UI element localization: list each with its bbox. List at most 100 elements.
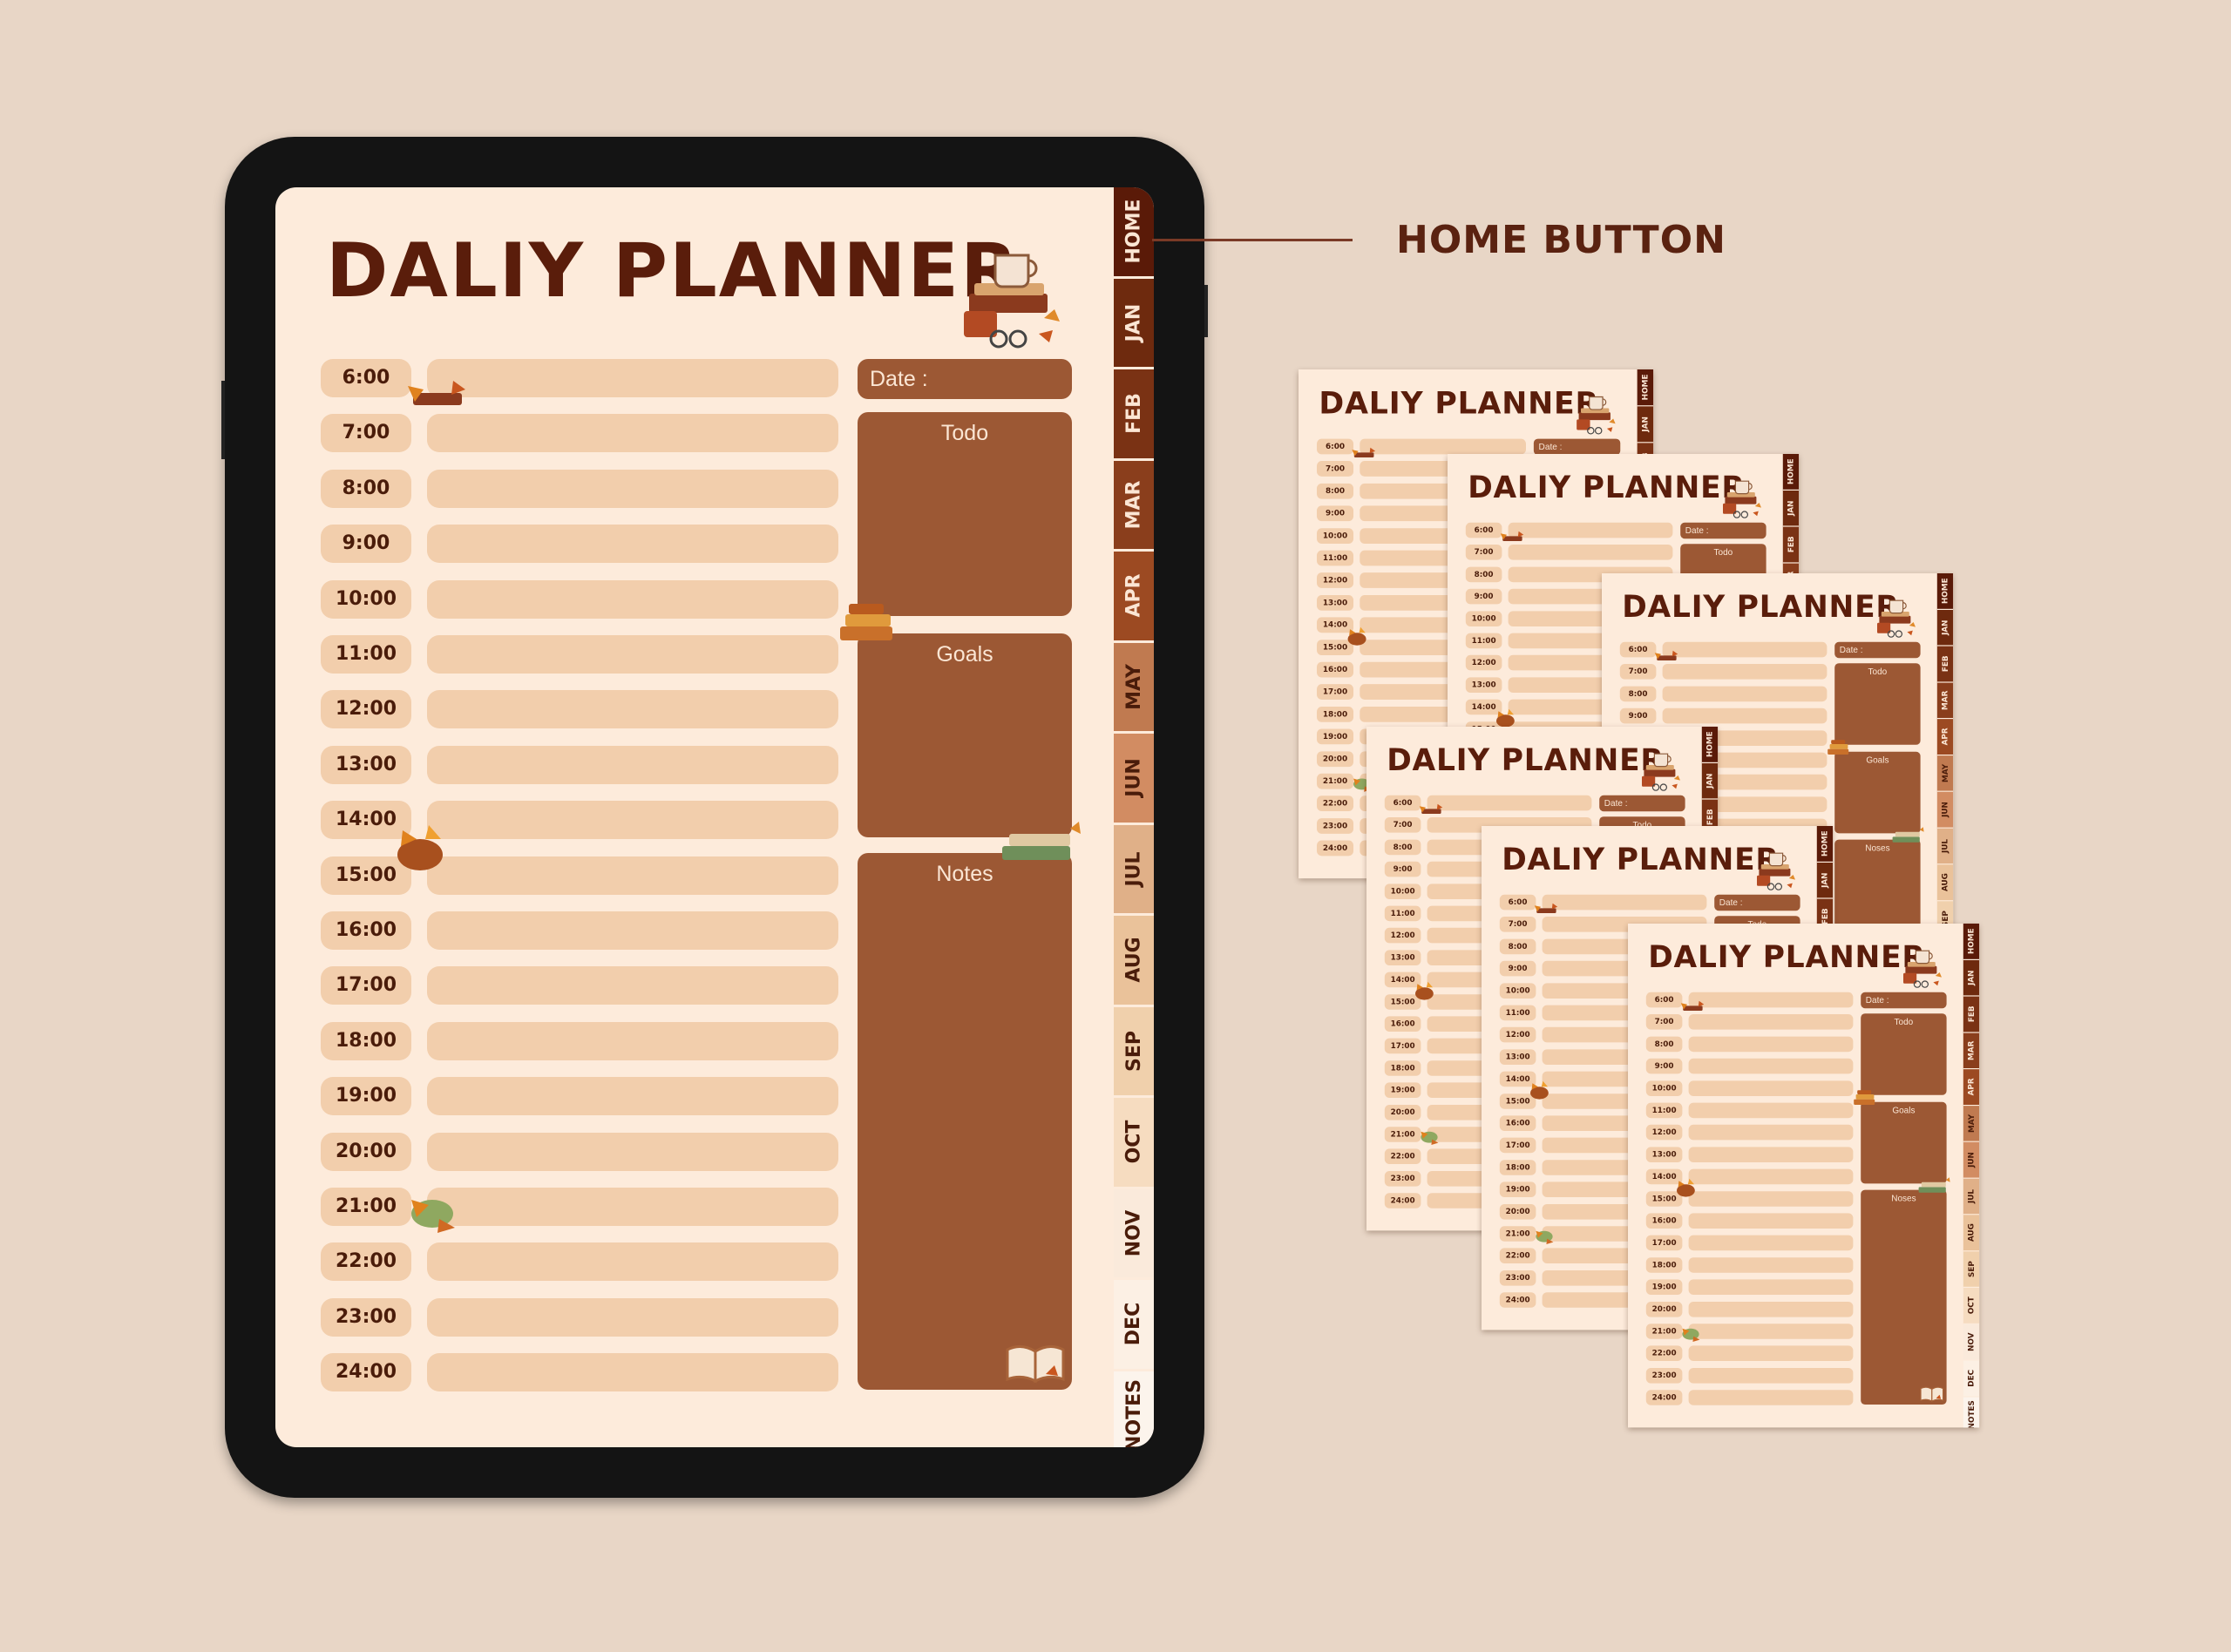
tab-home[interactable]: HOME (1936, 573, 1954, 610)
tab-notes[interactable]: NOTES (1114, 1371, 1154, 1447)
time-slot-input[interactable] (1688, 1124, 1854, 1141)
date-field[interactable]: Date : (1714, 894, 1800, 911)
time-slot-input[interactable] (427, 856, 838, 895)
time-slot-input[interactable] (427, 745, 838, 784)
time-slot-input[interactable] (427, 1353, 838, 1392)
tab-jan[interactable]: JAN (1637, 406, 1654, 443)
notes-panel[interactable]: Notes (858, 853, 1072, 1390)
tab-jan[interactable]: JAN (1114, 278, 1154, 369)
time-slot-input[interactable] (1662, 686, 1828, 702)
time-slot-input[interactable] (427, 1242, 838, 1282)
time-slot-input[interactable] (427, 359, 838, 397)
goals-panel[interactable]: Goals (1834, 751, 1921, 834)
todo-panel[interactable]: Todo (1861, 1013, 1947, 1095)
tab-apr[interactable]: APR (1114, 552, 1154, 643)
time-slot-input[interactable] (1688, 1168, 1854, 1185)
tab-jun[interactable]: JUN (1963, 1141, 1980, 1179)
time-slot-input[interactable] (427, 525, 838, 564)
tab-may[interactable]: MAY (1114, 642, 1154, 734)
date-field[interactable]: Date : (1834, 641, 1921, 659)
time-slot-input[interactable] (427, 801, 838, 840)
time-slot-input[interactable] (1688, 992, 1854, 1008)
time-slot-input[interactable] (1688, 1191, 1854, 1207)
tab-mar[interactable]: MAR (1963, 1032, 1980, 1070)
tab-aug[interactable]: AUG (1963, 1215, 1980, 1252)
tab-jan[interactable]: JAN (1782, 490, 1800, 527)
goals-panel[interactable]: Goals (1861, 1101, 1947, 1184)
time-slot-input[interactable] (1688, 1235, 1854, 1251)
date-field[interactable]: Date : (1680, 522, 1766, 539)
time-slot-input[interactable] (427, 635, 838, 674)
tab-dec[interactable]: DEC (1963, 1360, 1980, 1398)
time-slot-input[interactable] (1688, 1102, 1854, 1119)
time-slot-input[interactable] (427, 469, 838, 508)
tab-aug[interactable]: AUG (1936, 864, 1954, 902)
time-slot-input[interactable] (1688, 1058, 1854, 1074)
tab-sep[interactable]: SEP (1963, 1251, 1980, 1288)
date-field[interactable]: Date : (1861, 992, 1947, 1009)
tab-jul[interactable]: JUL (1936, 828, 1954, 865)
tab-jun[interactable]: JUN (1114, 734, 1154, 825)
time-slot-input[interactable] (427, 579, 838, 619)
time-slot-input[interactable] (1508, 545, 1673, 560)
notes-panel[interactable]: Noses (1861, 1189, 1947, 1405)
tab-nov[interactable]: NOV (1114, 1188, 1154, 1280)
time-slot-input[interactable] (427, 1297, 838, 1337)
tab-mar[interactable]: MAR (1114, 460, 1154, 552)
todo-panel[interactable]: Todo (1834, 663, 1921, 745)
tab-notes[interactable]: NOTES (1963, 1397, 1980, 1428)
time-slot-input[interactable] (1688, 1324, 1854, 1339)
time-slot-input[interactable] (1688, 1080, 1854, 1096)
tab-jan[interactable]: JAN (1816, 862, 1834, 899)
tab-aug[interactable]: AUG (1114, 916, 1154, 1007)
time-slot-input[interactable] (1688, 1301, 1854, 1317)
time-slot-input[interactable] (1542, 894, 1707, 911)
time-slot-input[interactable] (1688, 1367, 1854, 1384)
todo-panel[interactable]: Todo (858, 412, 1072, 616)
time-slot-input[interactable] (427, 1021, 838, 1060)
tab-oct[interactable]: OCT (1963, 1288, 1980, 1324)
tab-home[interactable]: HOME (1782, 454, 1800, 491)
time-slot-input[interactable] (427, 690, 838, 729)
tab-feb[interactable]: FEB (1114, 369, 1154, 461)
tab-apr[interactable]: APR (1963, 1069, 1980, 1106)
tab-jan[interactable]: JAN (1963, 959, 1980, 997)
tab-jul[interactable]: JUL (1963, 1178, 1980, 1215)
time-slot-input[interactable] (427, 1188, 838, 1226)
time-slot-input[interactable] (1688, 1147, 1854, 1162)
time-slot-input[interactable] (1688, 1257, 1854, 1273)
date-field[interactable]: Date : (1599, 795, 1685, 812)
date-field[interactable]: Date : (1533, 438, 1621, 456)
tab-jan[interactable]: JAN (1936, 609, 1954, 647)
tab-sep[interactable]: SEP (1114, 1006, 1154, 1098)
tab-nov[interactable]: NOV (1963, 1324, 1980, 1361)
time-slot-input[interactable] (1360, 438, 1526, 455)
time-slot-input[interactable] (1688, 1390, 1854, 1405)
tab-home[interactable]: HOME (1701, 727, 1719, 763)
tab-mar[interactable]: MAR (1936, 682, 1954, 720)
date-field[interactable]: Date : (858, 359, 1072, 399)
tab-feb[interactable]: FEB (1782, 526, 1800, 564)
tab-apr[interactable]: APR (1936, 719, 1954, 755)
time-slot-input[interactable] (1688, 1279, 1854, 1296)
goals-panel[interactable]: Goals (858, 633, 1072, 837)
tab-home[interactable]: HOME (1963, 924, 1980, 960)
time-slot-input[interactable] (1427, 795, 1592, 811)
time-slot-input[interactable] (1662, 641, 1828, 658)
time-slot-input[interactable] (1508, 522, 1673, 538)
time-slot-input[interactable] (1688, 1014, 1854, 1030)
tab-may[interactable]: MAY (1936, 755, 1954, 792)
tab-jun[interactable]: JUN (1936, 791, 1954, 829)
time-slot-input[interactable] (1688, 1036, 1854, 1053)
time-slot-input[interactable] (427, 966, 838, 1005)
tab-may[interactable]: MAY (1963, 1106, 1980, 1142)
time-slot-input[interactable] (1688, 1345, 1854, 1362)
tab-jan[interactable]: JAN (1701, 762, 1719, 800)
time-slot-input[interactable] (427, 1132, 838, 1171)
tab-jul[interactable]: JUL (1114, 824, 1154, 916)
tab-oct[interactable]: OCT (1114, 1098, 1154, 1189)
tab-feb[interactable]: FEB (1963, 996, 1980, 1033)
tab-home[interactable]: HOME (1114, 187, 1154, 279)
tab-feb[interactable]: FEB (1936, 646, 1954, 683)
time-slot-input[interactable] (1662, 708, 1828, 724)
